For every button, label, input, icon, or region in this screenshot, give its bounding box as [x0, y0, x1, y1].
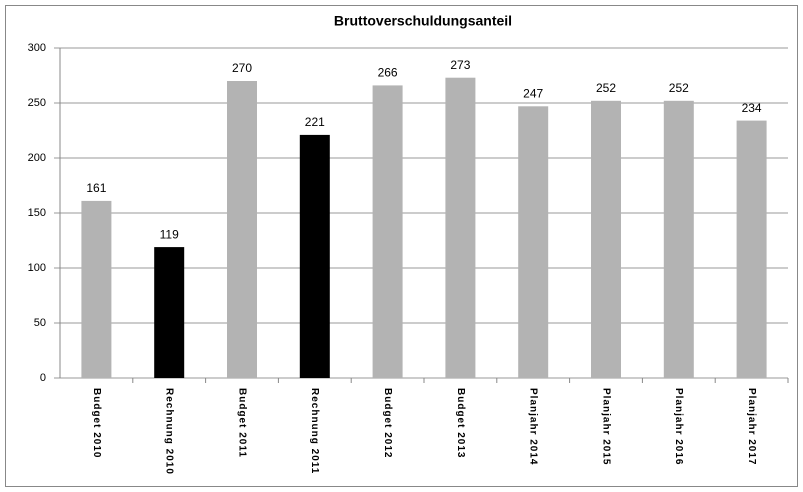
bar [736, 120, 767, 378]
data-label: 234 [742, 101, 762, 115]
x-tick-label: Budget 2010 [91, 388, 102, 458]
x-tick-label: Budget 2011 [236, 388, 247, 458]
y-tick-label: 50 [34, 317, 46, 329]
bar [154, 247, 185, 378]
bar [299, 134, 330, 378]
data-label: 266 [378, 66, 398, 80]
x-tick-label: Rechnung 2011 [309, 388, 320, 474]
y-tick-label: 0 [40, 372, 46, 384]
x-tick-label: Budget 2012 [382, 388, 393, 458]
x-tick-label: Planjahr 2015 [600, 388, 611, 465]
x-tick-label: Planjahr 2017 [746, 388, 757, 465]
x-tick-label: Rechnung 2010 [164, 388, 175, 475]
bar [518, 106, 549, 379]
bar [445, 77, 476, 378]
data-label: 247 [523, 86, 543, 100]
x-tick-label: Planjahr 2016 [673, 388, 684, 465]
data-label: 252 [596, 81, 616, 95]
bar [372, 85, 403, 379]
bar [81, 200, 112, 378]
bar [591, 100, 621, 379]
data-label: 161 [86, 181, 106, 195]
y-tick-label: 150 [28, 207, 46, 219]
data-label: 252 [669, 81, 689, 95]
data-label: 270 [232, 61, 252, 75]
x-tick-label: Planjahr 2014 [528, 388, 539, 465]
data-label: 119 [160, 227, 179, 241]
chart-title: Bruttoverschuldungsanteil [334, 13, 512, 29]
data-label: 273 [450, 58, 470, 72]
data-label: 221 [305, 115, 325, 129]
bar [663, 100, 694, 379]
x-tick-label: Budget 2013 [455, 388, 466, 458]
y-tick-label: 300 [28, 42, 46, 54]
y-tick-label: 100 [28, 262, 46, 274]
y-tick-label: 200 [28, 152, 46, 164]
bar [227, 81, 257, 378]
y-tick-label: 250 [28, 97, 46, 109]
